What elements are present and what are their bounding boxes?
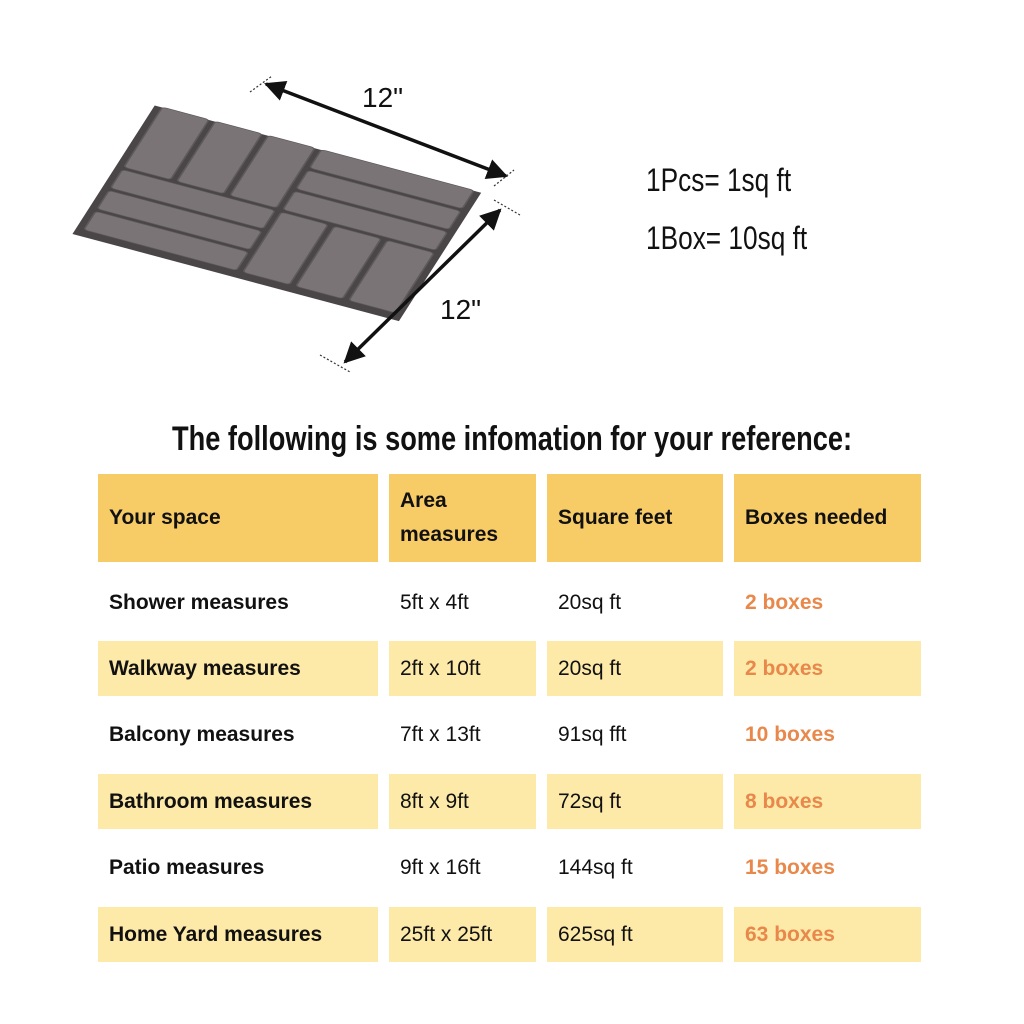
table-cell-text: Walkway measures [109, 656, 301, 680]
table-cell: 5ft x 4ft [389, 575, 536, 630]
table-cell: 20sq ft [547, 575, 723, 630]
plank [97, 190, 262, 250]
table-cell: 63 boxes [734, 907, 921, 962]
table-cell: Shower measures [98, 575, 378, 630]
table-cell-text: 144sq ft [558, 856, 633, 880]
table-cell: 144sq ft [547, 841, 723, 896]
table-cell: 8 boxes [734, 774, 921, 830]
plank [110, 170, 275, 229]
table-cell: 72sq ft [547, 774, 723, 830]
column-header: Area measures [389, 474, 536, 562]
depth-label: 12" [440, 294, 482, 325]
table-cell-text: 10 boxes [745, 723, 835, 747]
column-header: Your space [98, 474, 378, 562]
table-cell-text: Patio measures [109, 856, 265, 880]
width-label: 12" [362, 82, 404, 113]
table-cell-text: 2 boxes [745, 656, 824, 680]
table-cell: 20sq ft [547, 641, 723, 697]
table-cell-text: Shower measures [109, 590, 289, 614]
table-cell-text: 20sq ft [558, 590, 622, 614]
table-cell-text: 63 boxes [745, 922, 835, 946]
table-cell-text: Bathroom measures [109, 789, 313, 813]
table-cell-text: 15 boxes [745, 856, 835, 880]
table-cell-text: 5ft x 4ft [400, 590, 469, 614]
table-cell-text: 8ft x 9ft [400, 789, 469, 813]
table-cell-text: 25ft x 25ft [400, 922, 493, 946]
plank [177, 121, 262, 194]
column-header-text: Your space [109, 506, 221, 529]
plank [83, 211, 249, 271]
table-cell: 2ft x 10ft [389, 641, 536, 697]
column-header: Square feet [547, 474, 723, 562]
table-cell-text: 72sq ft [558, 789, 622, 813]
plank [242, 212, 328, 285]
table-cell: 625sq ft [547, 907, 723, 962]
reference-title: The following is some infomation for you… [171, 420, 853, 458]
table-cell: 15 boxes [734, 841, 921, 896]
table-cell-text: 8 boxes [745, 789, 824, 813]
column-header-text: Square feet [558, 506, 673, 529]
table-cell: Patio measures [98, 841, 378, 896]
spec-per-piece: 1Pcs= 1sq ft [646, 162, 792, 198]
column-header-text: Area measures [400, 489, 499, 546]
table-cell: 91sq fft [547, 708, 723, 763]
table-cell: 7ft x 13ft [389, 708, 536, 763]
column-header-text: Boxes needed [745, 506, 888, 529]
table-cell: 8ft x 9ft [389, 774, 536, 830]
table-cell-text: Home Yard measures [109, 922, 323, 946]
table-cell-text: 9ft x 16ft [400, 856, 481, 880]
column-header: Boxes needed [734, 474, 921, 562]
table-cell: 25ft x 25ft [389, 907, 536, 962]
table-cell-text: 2 boxes [745, 590, 824, 614]
table-cell: 9ft x 16ft [389, 841, 536, 896]
table-cell-text: 625sq ft [558, 922, 633, 946]
table-cell: Walkway measures [98, 641, 378, 697]
plank [124, 107, 209, 180]
table-cell: 2 boxes [734, 575, 921, 630]
table-cell-text: 2ft x 10ft [400, 656, 481, 680]
table-cell: Balcony measures [98, 708, 378, 763]
table-cell: Bathroom measures [98, 774, 378, 830]
table-cell: Home Yard measures [98, 907, 378, 962]
table-cell: 10 boxes [734, 708, 921, 763]
table-cell-text: Balcony measures [109, 723, 295, 747]
deck-tile-image [72, 75, 521, 373]
table-cell-text: 20sq ft [558, 656, 622, 680]
spec-per-box: 1Box= 10sq ft [646, 220, 808, 256]
table-cell-text: 91sq fft [558, 723, 627, 747]
dimension-lines [264, 80, 508, 364]
table-cell-text: 7ft x 13ft [400, 723, 481, 747]
table-cell: 2 boxes [734, 641, 921, 697]
